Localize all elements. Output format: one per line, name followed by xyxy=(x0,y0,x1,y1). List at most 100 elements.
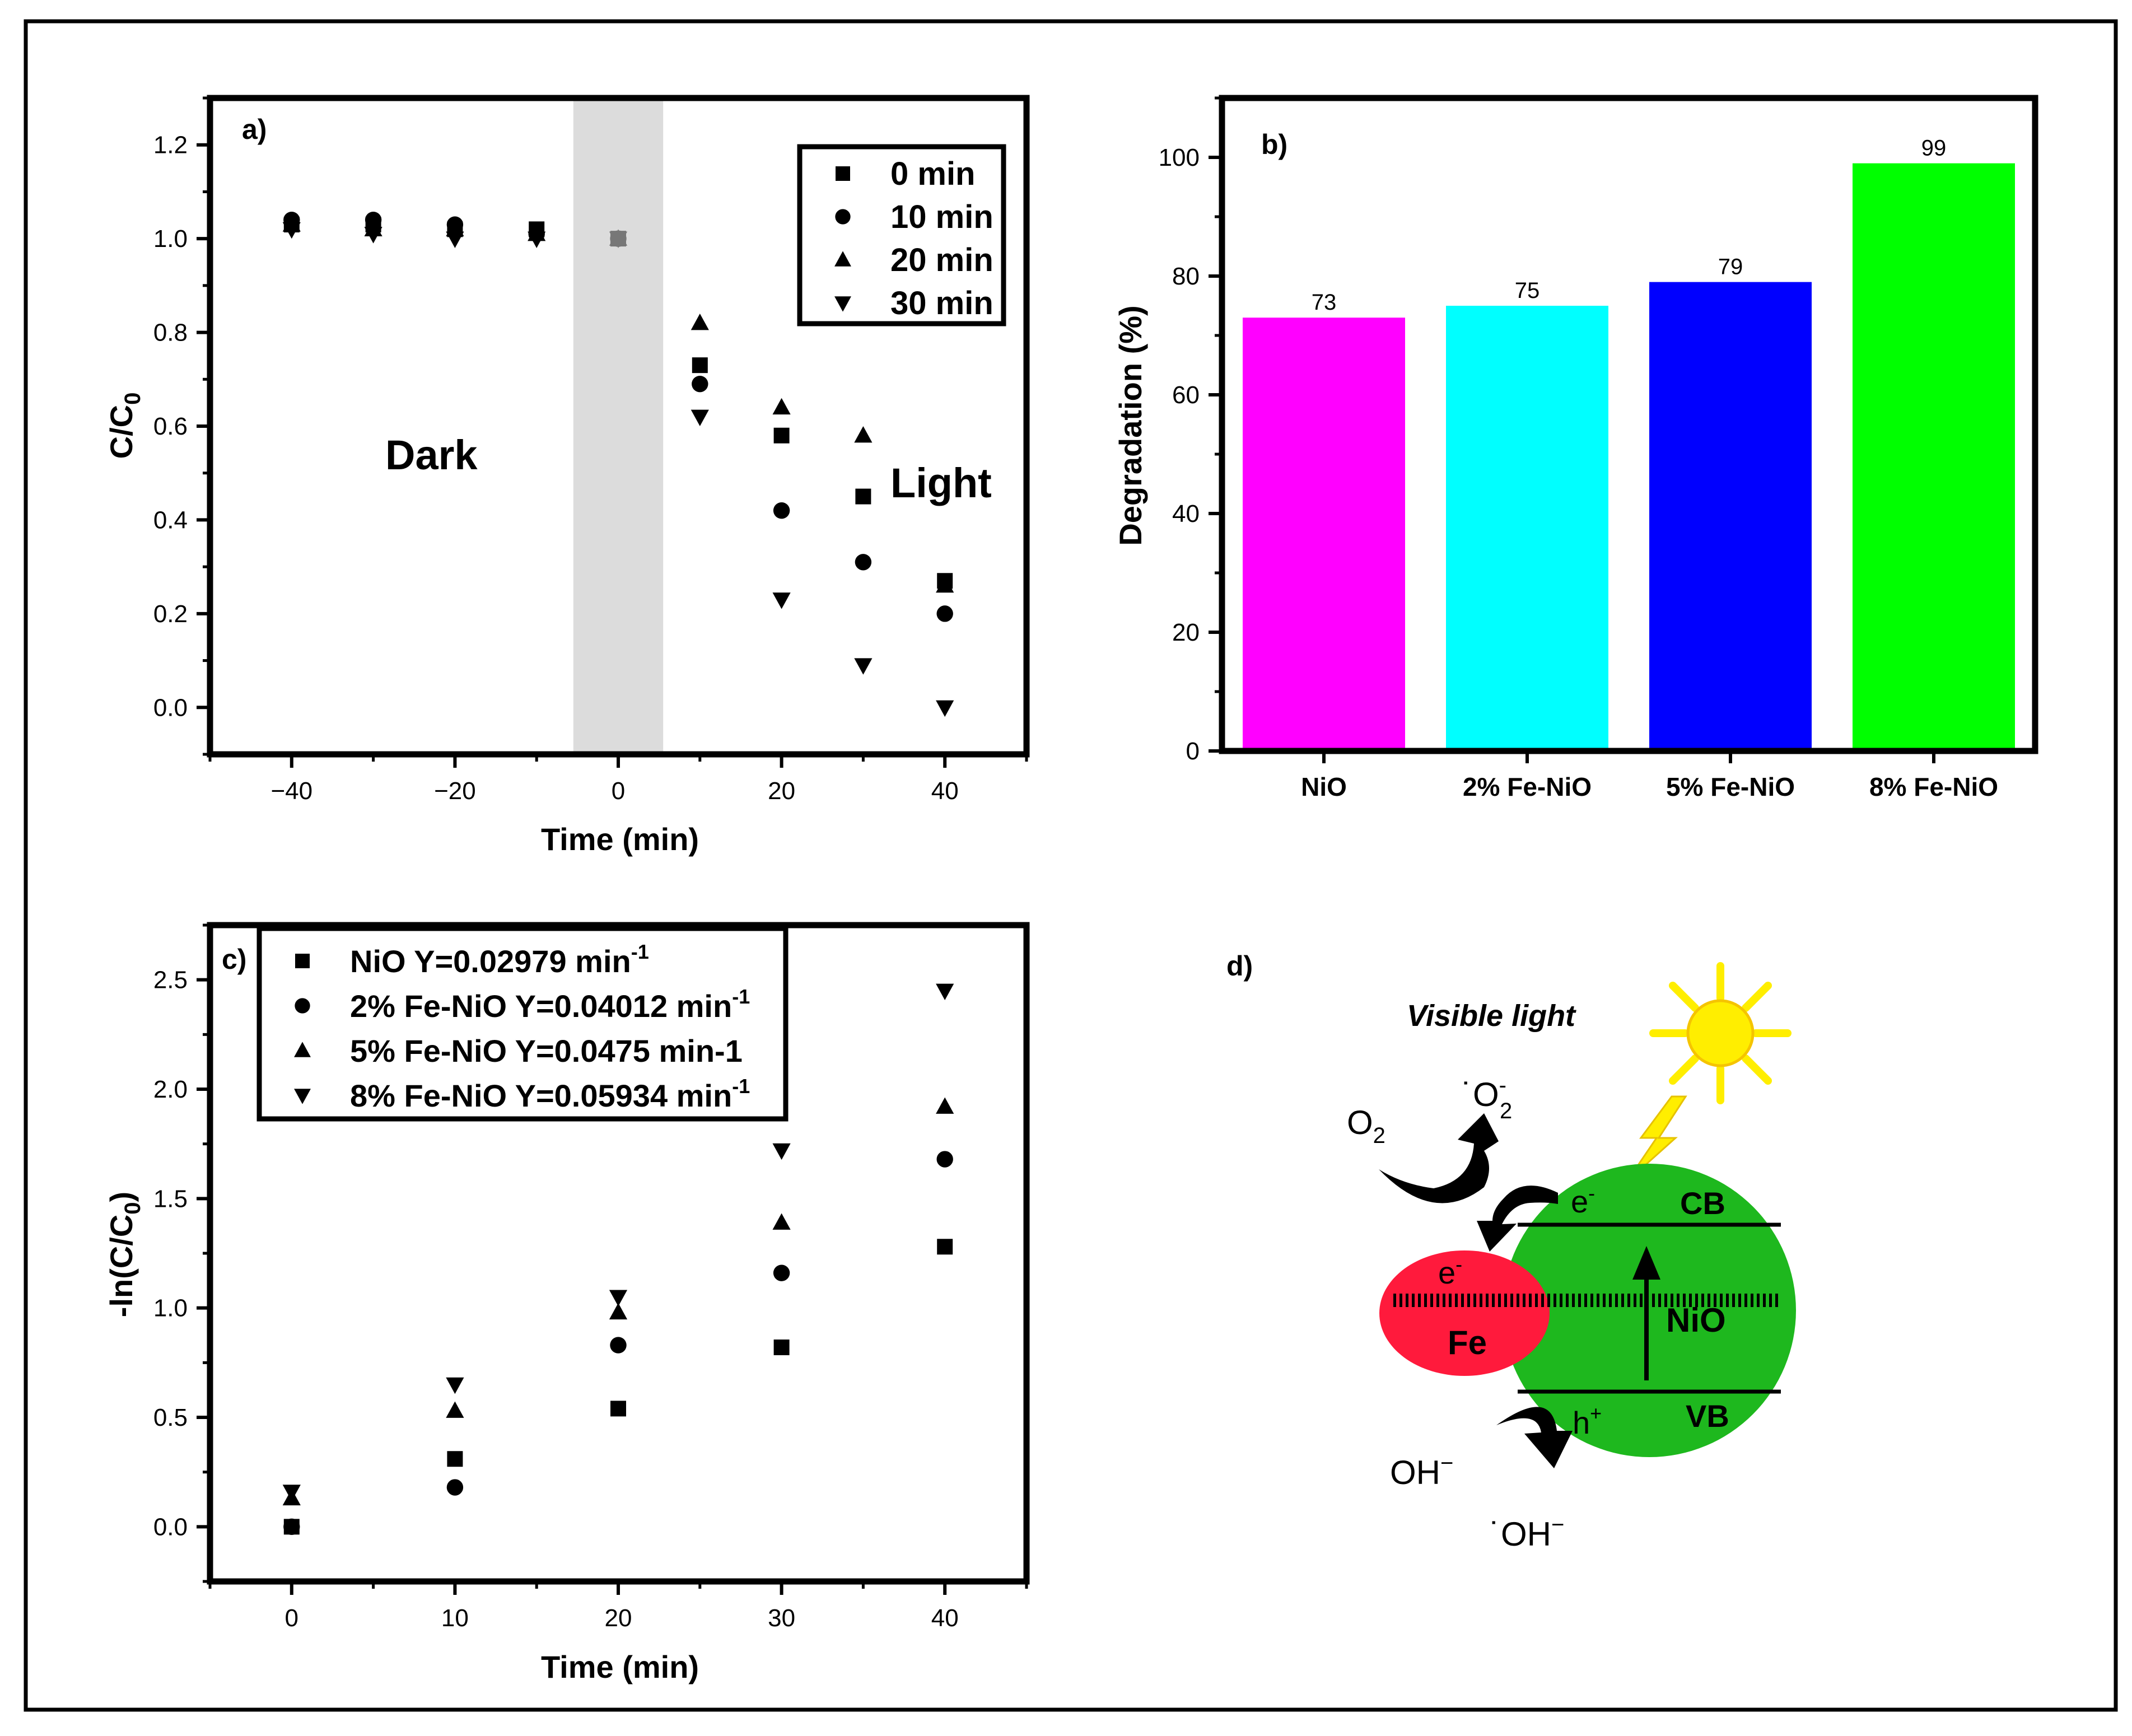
panel-d: d) Visible light xyxy=(1226,950,1796,1553)
point-2-Fe-NiO xyxy=(610,1337,627,1354)
x-tick-label: 0 xyxy=(285,1604,298,1632)
point-30-min xyxy=(936,700,954,717)
vb-label: VB xyxy=(1686,1398,1729,1434)
category-label: 8% Fe-NiO xyxy=(1869,772,1998,801)
point-20-min xyxy=(691,314,709,330)
point-5-Fe-NiO xyxy=(609,1303,628,1320)
point-2-Fe-NiO xyxy=(773,1264,790,1281)
panel-c-ticks: 0 10 20 30 40 0.0 0.5 1.0 1.5 2.0 2.5 xyxy=(153,923,1028,1632)
svg-text:-ln(C/C0): -ln(C/C0) xyxy=(104,1192,145,1317)
y-tick-label: 0.0 xyxy=(153,694,188,721)
x-tick-label: 20 xyxy=(605,1604,632,1632)
point-0-min xyxy=(773,427,790,444)
panel-c-y-axis-title: -ln(C/C0) xyxy=(104,1192,145,1317)
light-label: Light xyxy=(890,460,992,506)
y-tick-label: 0.8 xyxy=(153,319,188,347)
panel-a-label: a) xyxy=(242,114,267,145)
y-tick-label: 0.4 xyxy=(153,506,188,534)
legend-label: 20 min xyxy=(890,242,993,278)
bar-value-label: 79 xyxy=(1718,255,1743,279)
point-8-Fe-NiO xyxy=(446,1377,464,1394)
panel-c-label: c) xyxy=(222,944,246,975)
sun-icon xyxy=(1649,962,1792,1104)
y-tick-label: 0.0 xyxy=(153,1513,188,1541)
panel-c-points xyxy=(282,983,954,1536)
point-NiO xyxy=(447,1451,463,1467)
legend-marker xyxy=(295,954,310,968)
legend-marker xyxy=(835,209,851,225)
x-tick-label: 30 xyxy=(768,1604,795,1632)
superoxide-label: ˙O-2 xyxy=(1462,1073,1512,1123)
point-NiO xyxy=(610,1401,626,1417)
category-label: 2% Fe-NiO xyxy=(1463,772,1592,801)
hole-label: h+ xyxy=(1573,1402,1602,1440)
category-label: 5% Fe-NiO xyxy=(1666,772,1795,801)
legend-marker xyxy=(294,1042,311,1057)
nio-label: NiO xyxy=(1666,1301,1726,1339)
x-tick-label: −40 xyxy=(270,777,312,805)
legend-label: 2% Fe-NiO Y=0.04012 min-1 xyxy=(350,985,750,1024)
point-2-Fe-NiO xyxy=(936,1151,953,1168)
panel-a-legend xyxy=(797,144,1006,326)
point-2-Fe-NiO xyxy=(446,1479,464,1496)
panel-a-y-axis-title: C/C0 xyxy=(104,393,145,459)
y-tick-label: 1.0 xyxy=(153,1295,188,1322)
y-tick-label: 1.2 xyxy=(153,132,188,159)
point-5-Fe-NiO xyxy=(936,1097,954,1114)
point-8-Fe-NiO xyxy=(609,1290,628,1306)
figure-frame xyxy=(24,19,2118,1712)
y-tick-label: 1.0 xyxy=(153,225,188,253)
point-30-min xyxy=(609,231,628,248)
lightning-icon xyxy=(1626,1095,1687,1183)
panel-a-legend-entries: 0 min 10 min 20 min 30 min xyxy=(834,156,993,321)
y-tick-label: 1.5 xyxy=(153,1185,188,1212)
fe-sphere xyxy=(1379,1250,1550,1376)
panel-b-bars: 73 NiO 75 2% Fe-NiO 79 5% Fe-NiO 99 8% Fe-NiO xyxy=(1243,136,2015,801)
y-tick-label: 40 xyxy=(1172,500,1200,528)
panel-a: −40 −20 0 20 40 0.0 0.2 0.4 0.6 0.8 1.0 1.2 a) Dark… xyxy=(104,95,1030,857)
y-title-main: C/C xyxy=(104,405,139,459)
point-20-min xyxy=(854,426,873,443)
y-tick-label: 0 xyxy=(1186,738,1200,765)
panel-a-points xyxy=(282,211,954,717)
electron-transfer-arrow xyxy=(1477,1186,1558,1252)
bar-NiO xyxy=(1243,318,1405,751)
point-0-min xyxy=(855,488,871,505)
point-30-min xyxy=(364,227,382,244)
oh-oxidation-arrow xyxy=(1496,1407,1573,1468)
bar-5-Fe-NiO xyxy=(1649,282,1812,752)
y-tick-label: 2.0 xyxy=(153,1076,188,1103)
y-tick-label: 0.2 xyxy=(153,600,188,628)
x-tick-label: 0 xyxy=(612,777,625,805)
category-label: NiO xyxy=(1301,772,1347,801)
x-tick-label: 40 xyxy=(931,777,959,805)
legend-label: NiO Y=0.02979 min-1 xyxy=(350,940,649,979)
panel-b-label: b) xyxy=(1261,129,1287,160)
y-tick-label: 2.5 xyxy=(153,967,188,994)
y-tick-label: 80 xyxy=(1172,263,1200,290)
point-5-Fe-NiO xyxy=(446,1401,464,1418)
legend-label: 30 min xyxy=(890,285,993,321)
y-tick-label: 20 xyxy=(1172,619,1200,646)
legend-marker xyxy=(295,998,310,1014)
excitation-arrow-head xyxy=(1632,1246,1660,1280)
point-8-Fe-NiO xyxy=(282,1485,301,1501)
point-10-min xyxy=(936,605,953,622)
legend-marker xyxy=(836,166,850,181)
cb-electron-label: e- xyxy=(1571,1182,1595,1219)
dark-period-band xyxy=(573,98,664,754)
x-tick-label: 20 xyxy=(768,777,795,805)
bar-8-Fe-NiO xyxy=(1853,163,2015,752)
hydroxyl-radical-label: ˙OH− xyxy=(1490,1513,1564,1553)
panel-c: 0 10 20 30 40 0.0 0.5 1.0 1.5 2.0 2.5 c) Time (min… xyxy=(104,922,1030,1684)
nio-sphere xyxy=(1503,1164,1796,1457)
legend-label: 0 min xyxy=(890,156,976,192)
point-20-min xyxy=(772,398,791,415)
panel-c-legend xyxy=(256,926,789,1122)
point-NiO xyxy=(937,1239,953,1255)
svg-text:C/C0: C/C0 xyxy=(104,393,145,459)
point-8-Fe-NiO xyxy=(772,1143,791,1160)
panel-a-ticks: −40 −20 0 20 40 0.0 0.2 0.4 0.6 0.8 1.0 1.2 xyxy=(153,96,1028,805)
panel-b-axes-frame xyxy=(1219,95,2038,754)
